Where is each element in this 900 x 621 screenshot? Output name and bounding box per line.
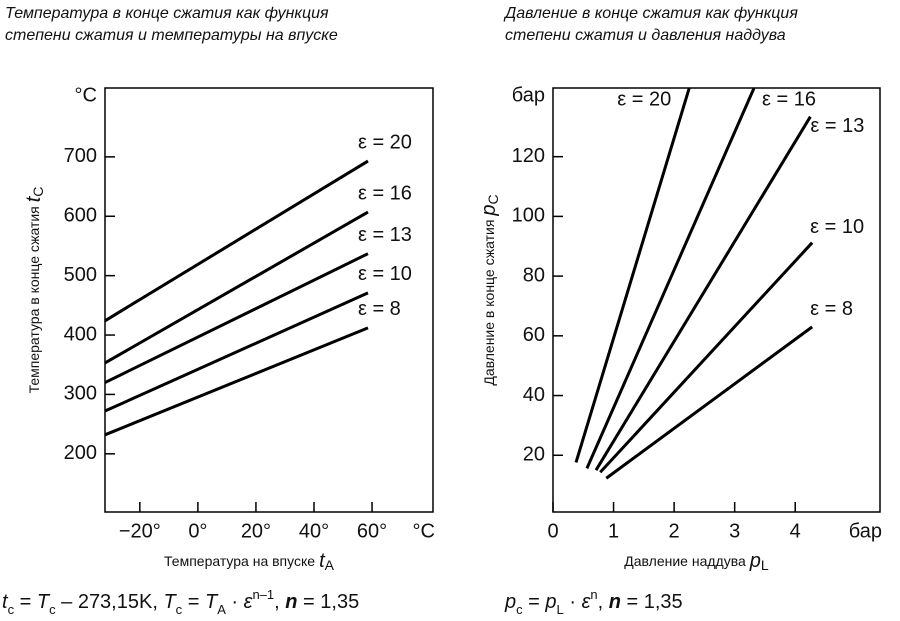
- formula-part: ,: [274, 591, 285, 613]
- formula-part: L: [557, 602, 564, 617]
- x-axis-label: Температура на впуске tA: [164, 550, 335, 572]
- x-unit: бар: [849, 520, 882, 542]
- series-line: [594, 115, 812, 471]
- formula-part: p: [504, 591, 516, 613]
- y-tick-label: 40: [523, 384, 545, 406]
- y-tick-label: 80: [523, 264, 545, 286]
- y-axis-symbol: t: [23, 195, 45, 202]
- x-tick-label: 60°: [357, 520, 387, 542]
- y-tick-label: 20: [523, 444, 545, 466]
- y-tick-label: 60: [523, 324, 545, 346]
- formula-part: c: [49, 602, 56, 617]
- x-tick-label: 1: [608, 520, 619, 542]
- series-label: ε = 20: [617, 88, 671, 110]
- formula-part: c: [176, 602, 183, 617]
- formula-part: T: [37, 591, 51, 613]
- formula-part: p: [544, 591, 556, 613]
- series-line: [104, 326, 369, 437]
- x-axis-sub: L: [761, 557, 769, 573]
- x-axis-label: Давление наддува pL: [624, 550, 769, 572]
- chart-title: степени сжатия и давления наддува: [505, 27, 786, 44]
- x-tick-label: 0°: [188, 520, 207, 542]
- plot-frame: [104, 87, 434, 513]
- series-label: ε = 16: [762, 88, 816, 110]
- y-unit: бар: [512, 84, 545, 106]
- series-label: ε = 13: [358, 224, 412, 246]
- formula-part: T: [205, 591, 219, 613]
- formula-part: =: [14, 591, 37, 613]
- x-axis-symbol: t: [319, 550, 326, 572]
- formula-part: n: [285, 591, 297, 613]
- formula-part: – 273,15K,: [56, 591, 164, 613]
- formula-part: t: [2, 591, 9, 613]
- formula: pc = pL · εn, n = 1,35: [504, 587, 683, 617]
- y-tick-label: 200: [64, 442, 97, 464]
- series-line: [104, 291, 369, 413]
- formula-part: c: [516, 602, 523, 617]
- formula-part: =: [182, 591, 205, 613]
- x-tick-label: 4: [790, 520, 801, 542]
- formula-part: n: [609, 591, 621, 613]
- series-label: ε = 10: [810, 216, 864, 238]
- y-tick-label: 120: [512, 145, 545, 167]
- formula-part: ·: [226, 591, 244, 613]
- y-tick-label: 300: [64, 383, 97, 405]
- x-axis-label-text: Температура на впуске: [164, 553, 315, 569]
- formula-part: ,: [598, 591, 609, 613]
- x-tick-label: 2: [669, 520, 680, 542]
- y-tick-label: 700: [64, 145, 97, 167]
- x-tick-label: 3: [729, 520, 740, 542]
- series-line: [104, 252, 369, 384]
- y-unit: °C: [75, 84, 97, 106]
- chart-title: Давление в конце сжатия как функция: [503, 5, 798, 22]
- y-tick-label: 600: [64, 205, 97, 227]
- x-tick-label: −20°: [119, 520, 161, 542]
- formula-part: =: [523, 591, 546, 613]
- y-axis-label: Давление в конце сжатия pC: [478, 194, 500, 385]
- formula-part: ε: [244, 591, 254, 613]
- x-tick-label: 0: [547, 520, 558, 542]
- formula-part: c: [8, 602, 15, 617]
- y-axis-label-text: Температура в конце сжатия: [26, 206, 42, 393]
- formula: tc = Tc – 273,15K, Tc = TA · εn–1, n = 1…: [2, 587, 359, 617]
- y-tick-label: 100: [512, 205, 545, 227]
- y-axis-symbol: p: [478, 204, 500, 216]
- formula-part: A: [217, 602, 226, 617]
- formula-part: = 1,35: [297, 591, 359, 613]
- y-tick-label: 400: [64, 323, 97, 345]
- series-label: ε = 16: [358, 182, 412, 204]
- series-line: [104, 210, 369, 365]
- x-axis-label-text: Давление наддува: [624, 553, 746, 569]
- series-line: [605, 325, 814, 480]
- x-axis-symbol: p: [749, 550, 761, 572]
- series-line: [574, 87, 691, 463]
- series-label: ε = 13: [810, 115, 864, 137]
- series-label: ε = 10: [358, 263, 412, 285]
- x-tick-label: 40°: [299, 520, 329, 542]
- plot-frame: [552, 87, 881, 513]
- formula-part: n: [590, 587, 597, 602]
- formula-part: T: [163, 591, 177, 613]
- formula-part: ·: [564, 591, 582, 613]
- y-axis-label-text: Давление в конце сжатия: [481, 220, 497, 386]
- series-label: ε = 20: [358, 131, 412, 153]
- chart-title: Температура в конце сжатия как функция: [5, 5, 329, 22]
- y-axis-sub: C: [485, 194, 501, 204]
- series-line: [104, 159, 369, 323]
- series-label: ε = 8: [810, 298, 853, 320]
- formula-part: ε: [582, 591, 592, 613]
- series-line: [599, 241, 814, 474]
- series-line: [585, 87, 756, 470]
- series-label: ε = 8: [358, 298, 401, 320]
- x-tick-label: 20°: [241, 520, 271, 542]
- x-axis-sub: A: [325, 557, 335, 573]
- formula-part: = 1,35: [621, 591, 683, 613]
- chart-title: степени сжатия и температуры на впуске: [5, 27, 338, 44]
- y-tick-label: 500: [64, 264, 97, 286]
- formula-part: n–1: [252, 587, 274, 602]
- x-unit: °C: [413, 520, 435, 542]
- y-axis-sub: C: [30, 187, 46, 197]
- y-axis-label: Температура в конце сжатия tC: [23, 187, 45, 394]
